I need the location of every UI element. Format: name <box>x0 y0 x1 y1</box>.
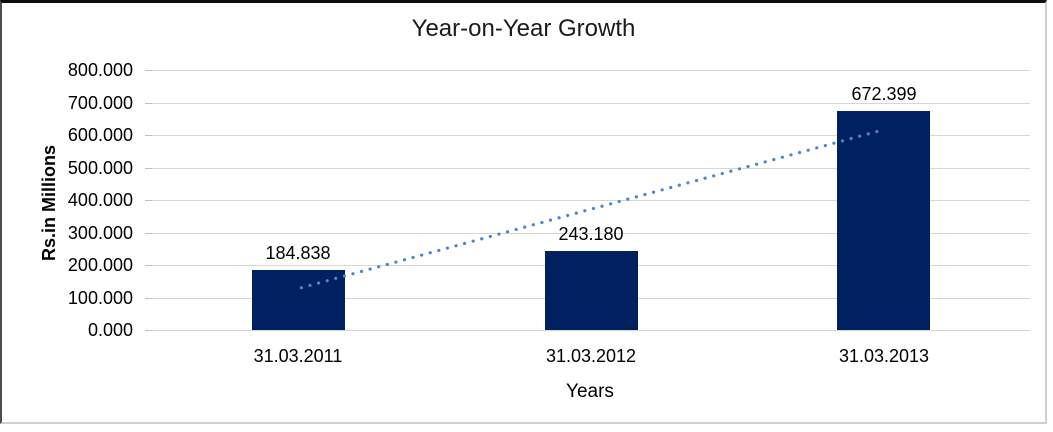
chart-frame: Year-on-Year Growth Rs.in Millions Years… <box>0 0 1047 424</box>
y-axis-tick <box>145 135 152 136</box>
y-tick-label: 300.000 <box>67 223 133 243</box>
y-tick-label: 0.000 <box>87 320 133 340</box>
x-category-label: 31.03.2011 <box>253 346 343 366</box>
data-label: 184.838 <box>265 243 331 263</box>
y-axis-tick <box>145 298 152 299</box>
y-tick-label: 800.000 <box>67 60 133 80</box>
y-axis-tick <box>145 70 152 71</box>
gridline <box>152 70 1030 71</box>
bar-31.03.2013 <box>837 111 930 330</box>
y-tick-label: 200.000 <box>67 255 133 275</box>
gridline <box>152 103 1030 104</box>
y-axis-tick <box>145 168 152 169</box>
y-tick-label: 700.000 <box>67 93 133 113</box>
y-axis-tick <box>145 330 152 331</box>
y-tick-label: 600.000 <box>67 125 133 145</box>
y-axis-tick <box>145 200 152 201</box>
y-axis-tick <box>145 265 152 266</box>
y-axis-tick <box>145 103 152 104</box>
data-label: 243.180 <box>558 224 624 244</box>
y-tick-label: 100.000 <box>67 288 133 308</box>
gridline <box>152 330 1030 331</box>
x-axis-title: Years <box>566 381 614 402</box>
bar-31.03.2012 <box>545 251 638 330</box>
y-axis-tick <box>145 233 152 234</box>
y-tick-label: 500.000 <box>67 158 133 178</box>
data-label: 672.399 <box>851 84 917 104</box>
x-category-label: 31.03.2012 <box>545 346 637 366</box>
bar-31.03.2011 <box>252 270 345 330</box>
x-category-label: 31.03.2013 <box>838 346 930 366</box>
chart-title: Year-on-Year Growth <box>411 15 636 42</box>
y-tick-label: 400.000 <box>67 190 133 210</box>
